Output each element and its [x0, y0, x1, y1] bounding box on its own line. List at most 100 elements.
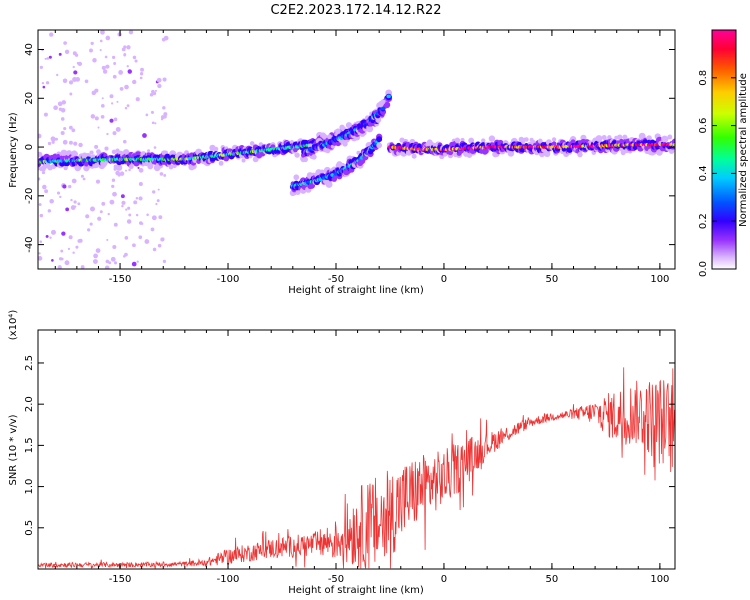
spectrogram-noise-dot: [133, 200, 138, 205]
spectrogram-noise-dot: [154, 122, 157, 125]
x-tick-label: 50: [546, 274, 559, 285]
spectrogram-noise-dot: [105, 259, 110, 264]
spectrogram-halo: [116, 164, 123, 171]
spectrogram-halo: [63, 165, 68, 171]
spectrogram-noise-dot: [135, 97, 140, 102]
spectrogram-noise-dot: [112, 131, 117, 136]
y-tick-label: 1.0: [24, 479, 35, 495]
spectrogram-halo: [326, 134, 333, 140]
spectrogram-noise-dot: [117, 173, 121, 177]
spectrogram-noise-dot: [42, 85, 46, 89]
spectrogram-noise-dot: [104, 146, 109, 151]
spectrogram-noise-dot: [135, 213, 139, 217]
spectrogram-cell: [386, 94, 391, 99]
x-tick-label: -100: [217, 574, 240, 585]
spectrogram-noise-dot: [49, 236, 52, 239]
spectrogram-noise-dot: [41, 170, 46, 175]
spectrogram-noise-dot: [59, 195, 62, 199]
spectrogram-noise-dot: [70, 205, 76, 210]
colorbar-tick-label: 0.0: [698, 261, 709, 277]
spectrogram-noise-dot: [154, 89, 157, 92]
spectrogram-noise-dot: [71, 128, 76, 133]
spectrogram-halo: [507, 150, 515, 157]
spectrogram-noise-dot: [95, 248, 101, 253]
spectrogram-halo: [325, 181, 333, 188]
spectrogram-halo: [376, 142, 383, 149]
spectrogram-noise-dot: [162, 106, 166, 110]
spectrogram-halo: [73, 152, 79, 157]
spectrogram-noise-dot: [69, 92, 73, 96]
spectrogram-noise-dot: [122, 139, 127, 144]
spectrogram-noise-dot: [99, 39, 103, 43]
spectrogram-noise-dot: [157, 188, 160, 191]
spectrogram-halo: [570, 139, 576, 144]
spectrogram-noise-dot: [45, 234, 49, 238]
y-tick-label: 2.0: [24, 396, 35, 412]
spectrogram-noise-dot: [75, 76, 81, 82]
spectrogram-cell: [672, 142, 675, 147]
spectrogram-noise-dot: [99, 48, 102, 52]
spectrogram-noise-dot: [144, 239, 150, 244]
spectrogram-noise-dot: [99, 210, 103, 214]
spectrogram-noise-dot: [107, 212, 110, 216]
spectrogram-noise-dot: [152, 190, 156, 194]
spectrogram-noise-dot: [151, 89, 155, 94]
spectrogram-noise-dot: [68, 125, 73, 130]
spectrogram-noise-dot: [109, 199, 115, 205]
spectrogram-noise-dot: [94, 144, 99, 149]
spectrogram-noise-dot: [126, 219, 132, 224]
spectrogram-noise-dot: [150, 110, 154, 114]
spectrogram-noise-dot: [106, 238, 109, 241]
spectrogram-noise-dot: [159, 172, 164, 176]
y-tick-label: -20: [24, 188, 35, 204]
y-tick-label: 0.5: [24, 520, 35, 536]
spectrogram-noise-dot: [124, 169, 128, 172]
spectrogram-noise-dot: [80, 174, 84, 178]
spectrogram-noise-dot: [163, 112, 168, 117]
spectrogram-halo: [577, 151, 583, 158]
spectrogram-halo: [667, 134, 673, 140]
spectrogram-noise-dot: [134, 59, 138, 63]
spectrogram-noise-dot: [46, 57, 50, 60]
spectrogram-noise-dot: [139, 76, 143, 80]
spectrogram-halo: [454, 137, 461, 144]
spectrogram-noise-dot: [93, 253, 98, 259]
spectrogram-noise-dot: [128, 213, 132, 217]
spectrogram-noise-dot: [72, 251, 75, 254]
spectrogram-noise-dot: [163, 173, 167, 177]
spectrogram-noise-dot: [89, 48, 93, 53]
spectrogram-noise-dot: [68, 235, 73, 240]
x-tick-label: 100: [650, 274, 669, 285]
spectrogram-halo: [383, 101, 391, 109]
spectrogram-ylabel: Frequency (Hz): [8, 112, 19, 188]
spectrogram-halo: [94, 162, 100, 168]
spectrogram-noise-dot: [67, 184, 72, 189]
spectrogram-noise-dot: [78, 142, 83, 148]
spectrogram-halo: [481, 138, 486, 143]
spectrogram-noise-dot: [53, 105, 58, 111]
spectrogram-noise-dot: [100, 104, 105, 108]
spectrogram-noise-dot: [38, 256, 43, 261]
x-tick-label: 0: [441, 274, 447, 285]
spectrogram-noise-dot: [62, 139, 68, 145]
spectrogram-noise-dot: [47, 141, 52, 146]
spectrogram-halo: [668, 148, 675, 154]
spectrogram-noise-dot: [97, 216, 102, 221]
spectrogram-noise-dot: [97, 126, 100, 129]
spectrogram-marks: [38, 30, 675, 269]
spectrogram-noise-dot: [101, 65, 106, 71]
spectrogram-noise-dot: [47, 209, 52, 213]
spectrogram-noise-dot: [104, 265, 110, 269]
spectrogram-noise-dot: [142, 133, 147, 138]
spectrogram-noise-dot: [126, 65, 129, 68]
spectrogram-noise-dot: [56, 191, 61, 195]
spectrogram-noise-dot: [51, 140, 55, 144]
spectrogram-noise-dot: [39, 213, 44, 218]
spectrogram-halo: [468, 137, 475, 144]
spectrogram-noise-dot: [89, 222, 93, 226]
spectrogram-halo: [664, 137, 669, 142]
spectrogram-noise-dot: [127, 206, 131, 210]
spectrogram-noise-dot: [157, 243, 162, 248]
spectrogram-noise-dot: [51, 259, 54, 262]
spectrogram-noise-dot: [162, 77, 167, 82]
